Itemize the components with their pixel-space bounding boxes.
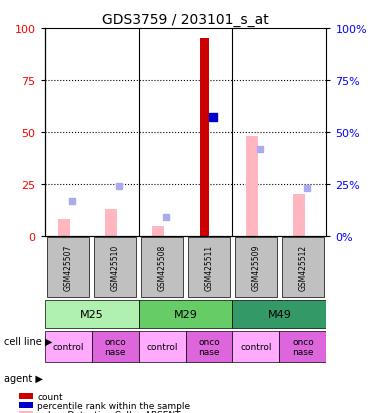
Text: GSM425508: GSM425508: [158, 244, 167, 291]
FancyBboxPatch shape: [188, 237, 230, 297]
Text: control: control: [146, 342, 178, 351]
Bar: [152, 226, 164, 236]
Text: onco
nase: onco nase: [104, 337, 126, 356]
Text: onco
nase: onco nase: [292, 337, 314, 356]
Text: onco
nase: onco nase: [198, 337, 220, 356]
Text: cell line ▶: cell line ▶: [4, 336, 52, 346]
FancyBboxPatch shape: [47, 237, 89, 297]
Point: [69, 198, 75, 204]
FancyBboxPatch shape: [94, 237, 136, 297]
FancyBboxPatch shape: [138, 331, 186, 362]
FancyBboxPatch shape: [45, 331, 92, 362]
FancyBboxPatch shape: [45, 300, 138, 328]
Point: [304, 185, 310, 192]
FancyBboxPatch shape: [233, 331, 279, 362]
Text: control: control: [240, 342, 272, 351]
Text: value, Detection Call = ABSENT: value, Detection Call = ABSENT: [37, 410, 181, 413]
Title: GDS3759 / 203101_s_at: GDS3759 / 203101_s_at: [102, 12, 269, 26]
FancyBboxPatch shape: [235, 237, 277, 297]
Bar: [293, 195, 305, 236]
Point: [210, 115, 216, 121]
Bar: [105, 209, 116, 236]
Bar: [58, 220, 70, 236]
Bar: [200, 39, 209, 236]
FancyBboxPatch shape: [282, 237, 324, 297]
Text: percentile rank within the sample: percentile rank within the sample: [37, 401, 190, 410]
FancyBboxPatch shape: [138, 300, 233, 328]
FancyBboxPatch shape: [233, 300, 326, 328]
Text: M25: M25: [80, 309, 104, 319]
Text: count: count: [37, 392, 63, 401]
Text: control: control: [52, 342, 84, 351]
Point: [116, 183, 122, 190]
Text: M29: M29: [174, 309, 197, 319]
Text: GSM425507: GSM425507: [63, 244, 72, 291]
Bar: [246, 137, 257, 236]
Text: GSM425512: GSM425512: [299, 244, 308, 290]
FancyBboxPatch shape: [92, 331, 138, 362]
Text: GSM425510: GSM425510: [111, 244, 119, 291]
Text: agent ▶: agent ▶: [4, 373, 43, 383]
Point: [257, 146, 263, 152]
Point: [163, 214, 169, 221]
FancyBboxPatch shape: [279, 331, 326, 362]
Text: GSM425509: GSM425509: [252, 244, 260, 291]
FancyBboxPatch shape: [141, 237, 183, 297]
Text: M49: M49: [267, 309, 292, 319]
FancyBboxPatch shape: [186, 331, 233, 362]
Text: GSM425511: GSM425511: [204, 244, 213, 290]
